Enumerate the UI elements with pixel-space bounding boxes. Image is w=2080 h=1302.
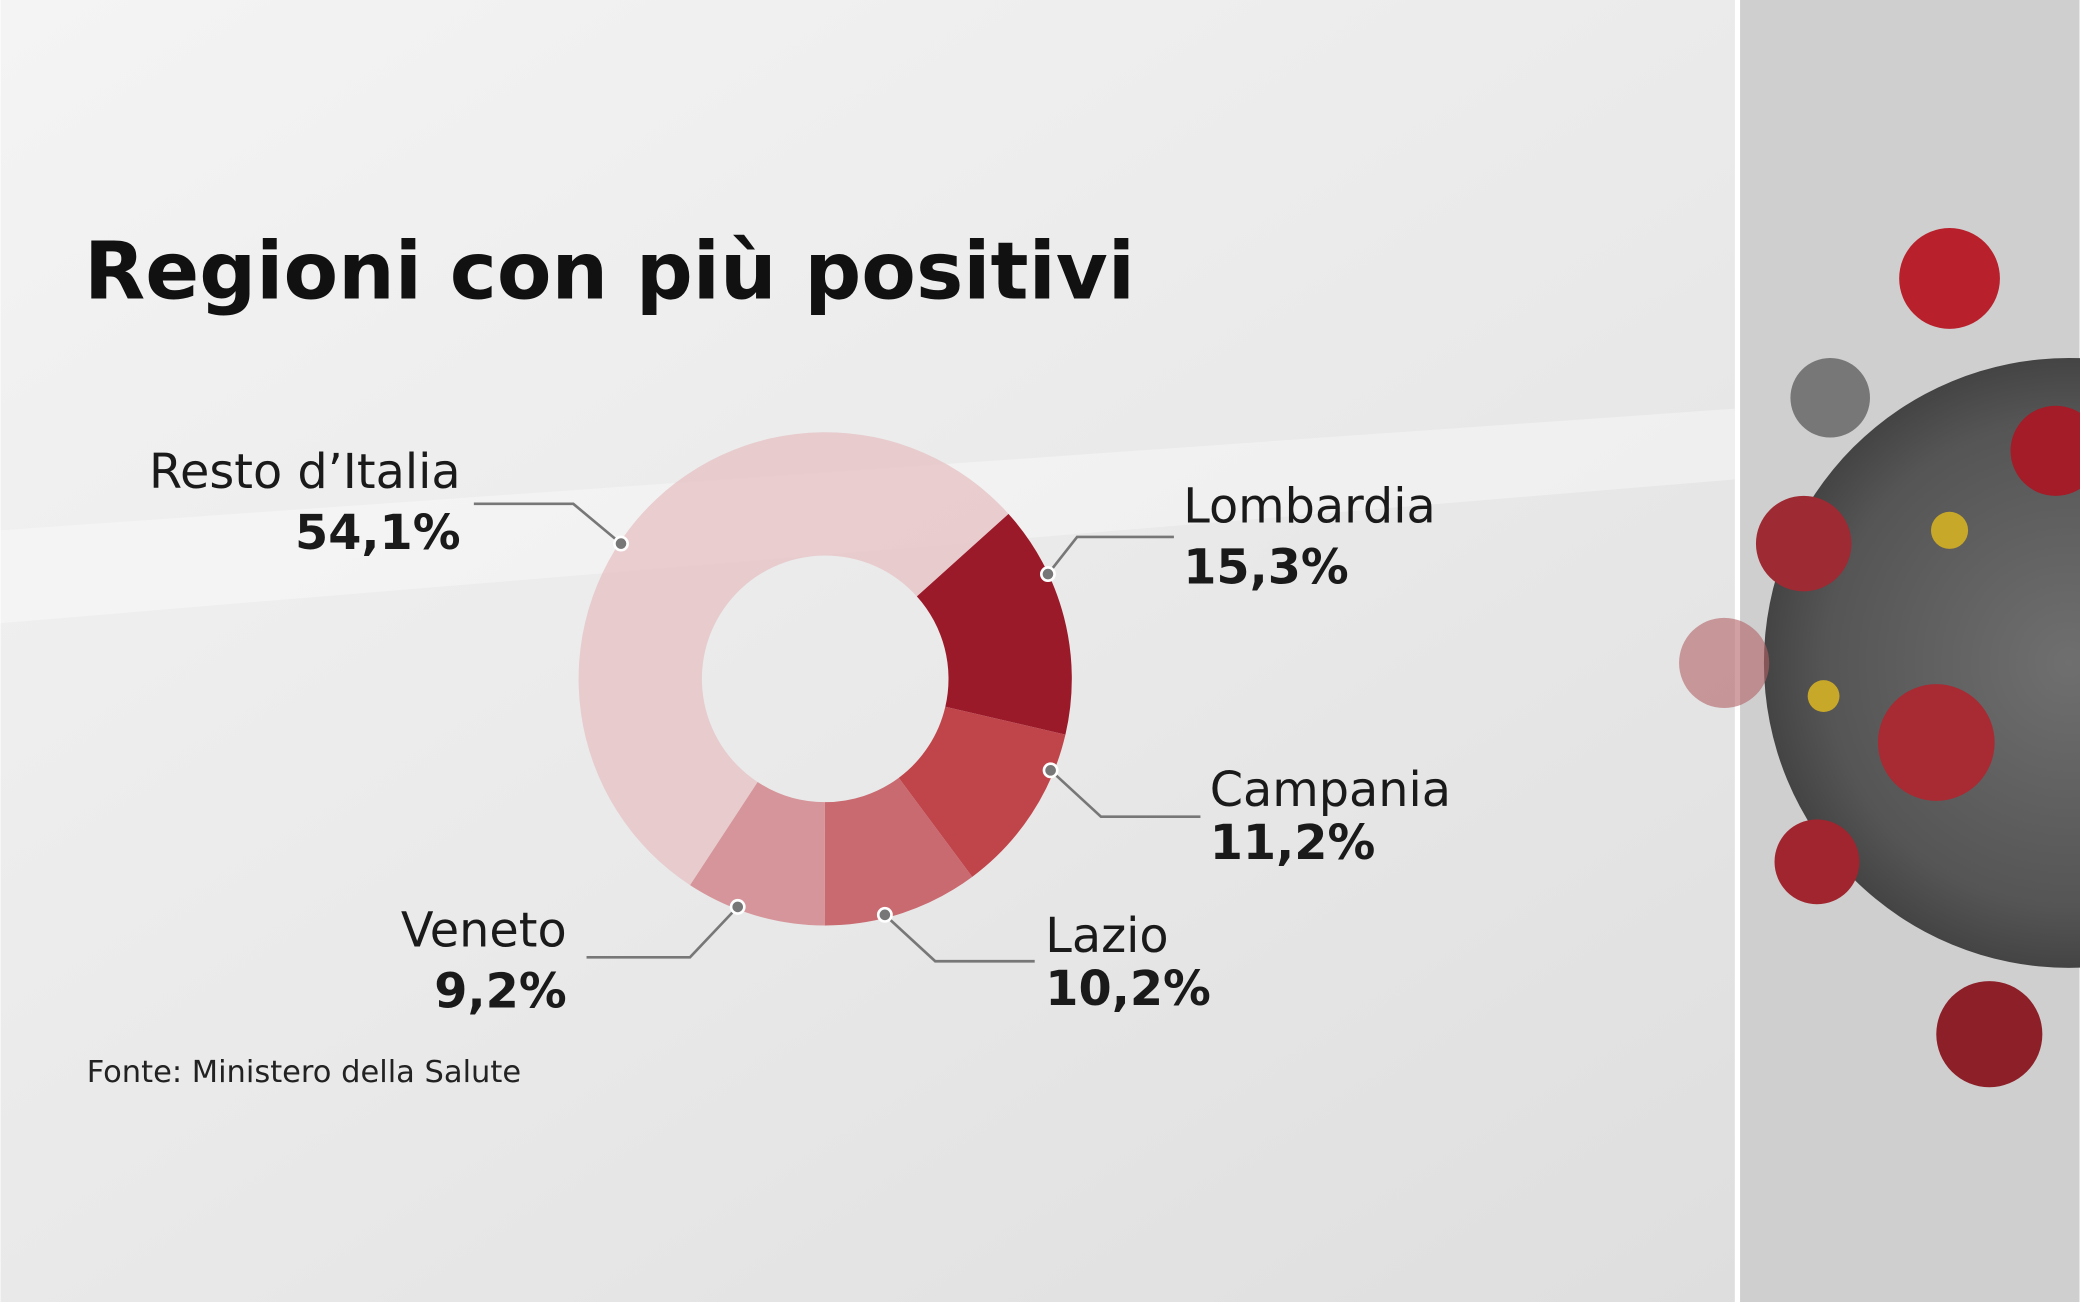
leader-dot [876, 906, 893, 923]
chart-title: Regioni con più positivi [84, 224, 1135, 317]
donut-slice [690, 781, 825, 926]
value-label: 15,3% [1183, 540, 1349, 595]
slice-label: Campania [1210, 763, 1451, 818]
leader-dot [1042, 762, 1059, 779]
value-label: 11,2% [1210, 816, 1376, 871]
donut-slice [578, 432, 1009, 886]
slice-label: Veneto [401, 904, 567, 959]
donut [578, 432, 1072, 926]
slice-label: Resto d’Italia [149, 445, 461, 500]
donut-slice [898, 706, 1066, 877]
value-label: 10,2% [1045, 962, 1211, 1017]
leader-line [883, 913, 1035, 963]
value-label: 9,2% [434, 965, 566, 1020]
leader-dot [1040, 566, 1056, 583]
light-band [0, 384, 2080, 624]
slice-label: Lombardia [1183, 479, 1436, 534]
source-note: Fonte: Ministero della Salute [87, 1055, 521, 1090]
virus-illustration [1679, 228, 2080, 1088]
leader-line [473, 502, 622, 545]
donut-slice [824, 777, 973, 926]
leader-line [586, 905, 739, 959]
leader-dot [613, 535, 629, 552]
donut-slice [916, 513, 1072, 735]
value-label: 54,1% [295, 506, 461, 561]
leader-line [1049, 769, 1201, 819]
leader-dot [729, 898, 746, 915]
leader-line [1046, 535, 1174, 575]
slice-label: Lazio [1045, 909, 1168, 964]
